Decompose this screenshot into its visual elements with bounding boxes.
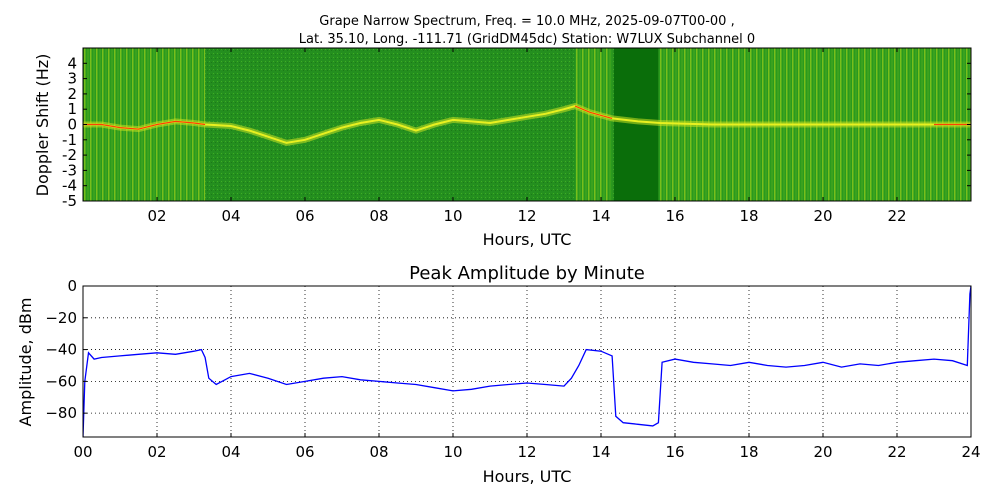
y-tick-label: 1 <box>67 100 77 118</box>
amplitude-x-ticks: 00 02 04 06 08 10 12 14 16 18 20 22 24 <box>73 433 981 461</box>
x-tick-label: 22 <box>887 207 906 225</box>
y-tick-label: -5 <box>62 192 77 210</box>
y-tick-label: −80 <box>45 404 77 422</box>
x-tick-label: 06 <box>295 443 314 461</box>
spectrogram-x-ticks: 02 04 06 08 10 12 14 16 18 20 22 <box>147 48 907 225</box>
spectrum-title-line2: Lat. 35.10, Long. -111.71 (GridDM45dc) S… <box>299 32 755 47</box>
y-tick-label: -1 <box>62 131 77 149</box>
amplitude-y-ticks: 0 −20 −40 −60 −80 <box>45 277 87 422</box>
spectrogram-x-label: Hours, UTC <box>483 230 572 249</box>
y-tick-label: 3 <box>67 70 77 88</box>
y-tick-label: 4 <box>67 54 77 72</box>
x-tick-label: 06 <box>295 207 314 225</box>
x-tick-label: 02 <box>147 207 166 225</box>
y-tick-label: -3 <box>62 161 77 179</box>
x-tick-label: 18 <box>739 207 758 225</box>
y-tick-label: 0 <box>67 116 77 134</box>
x-tick-label: 12 <box>517 207 536 225</box>
x-tick-label: 20 <box>813 207 832 225</box>
y-tick-label: −60 <box>45 372 77 390</box>
y-tick-label: −40 <box>45 341 77 359</box>
x-tick-label: 10 <box>443 443 462 461</box>
x-tick-label: 00 <box>73 443 92 461</box>
x-tick-label: 14 <box>591 443 610 461</box>
amplitude-y-label: Amplitude, dBm <box>16 298 35 427</box>
doppler-peak-trace <box>83 105 971 130</box>
amplitude-grid <box>83 286 971 437</box>
x-tick-label: 14 <box>591 207 610 225</box>
x-tick-label: 02 <box>147 443 166 461</box>
amplitude-x-label: Hours, UTC <box>483 467 572 486</box>
x-tick-label: 16 <box>665 443 684 461</box>
y-tick-label: -4 <box>62 177 77 195</box>
x-tick-label: 10 <box>443 207 462 225</box>
x-tick-label: 24 <box>961 443 980 461</box>
x-tick-label: 04 <box>221 207 240 225</box>
y-tick-label: 0 <box>67 277 77 295</box>
y-tick-label: -2 <box>62 146 77 164</box>
x-tick-label: 08 <box>369 207 388 225</box>
spectrogram-plot <box>83 48 971 201</box>
amplitude-plot-area <box>83 286 971 437</box>
striped-band <box>575 48 613 201</box>
y-tick-label: 2 <box>67 85 77 103</box>
x-tick-label: 04 <box>221 443 240 461</box>
amplitude-series-line <box>83 286 971 437</box>
x-tick-label: 18 <box>739 443 758 461</box>
y-tick-label: −20 <box>45 309 77 327</box>
x-tick-label: 22 <box>887 443 906 461</box>
x-tick-label: 12 <box>517 443 536 461</box>
x-tick-label: 08 <box>369 443 388 461</box>
spectrogram-y-label: Doppler Shift (Hz) <box>33 54 52 197</box>
spectrum-title-line1: Grape Narrow Spectrum, Freq. = 10.0 MHz,… <box>319 14 734 29</box>
x-tick-label: 20 <box>813 443 832 461</box>
x-tick-label: 16 <box>665 207 684 225</box>
amplitude-title: Peak Amplitude by Minute <box>409 263 645 284</box>
